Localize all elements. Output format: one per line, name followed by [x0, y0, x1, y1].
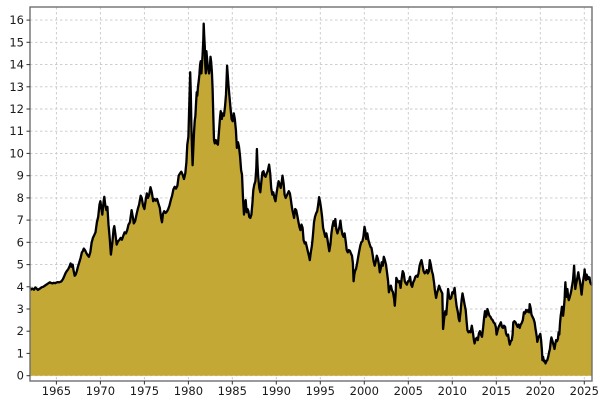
x-tick-label: 2005	[394, 384, 423, 398]
y-tick-label: 1	[17, 346, 24, 360]
x-axis: 1965 1970 1975 1980 1985 1990 1995 2000 2005 2010…	[42, 381, 599, 398]
area-fill	[30, 23, 592, 376]
x-tick-label: 1970	[86, 384, 115, 398]
area-fill-polygon	[30, 23, 592, 376]
y-tick-label: 9	[17, 169, 24, 183]
y-tick-label: 2	[17, 324, 24, 338]
y-tick-label: 15	[9, 35, 24, 49]
y-tick-label: 11	[9, 124, 24, 138]
y-tick-label: 7	[17, 213, 24, 227]
y-tick-label: 12	[9, 102, 24, 116]
y-tick-label: 5	[17, 258, 24, 272]
x-tick-label: 2020	[526, 384, 555, 398]
y-tick-label: 10	[9, 146, 24, 160]
x-tick-label: 1980	[174, 384, 203, 398]
series-line	[29, 22, 593, 365]
y-tick-label: 3	[17, 302, 24, 316]
x-tick-label: 1985	[218, 384, 247, 398]
x-tick-label: 2015	[482, 384, 511, 398]
x-tick-label: 2000	[350, 384, 379, 398]
x-tick-label: 1990	[262, 384, 291, 398]
y-tick-label: 14	[9, 58, 24, 72]
x-tick-label: 1965	[42, 384, 71, 398]
data-line	[29, 22, 593, 365]
x-tick-label: 1995	[306, 384, 335, 398]
y-tick-label: 4	[17, 280, 24, 294]
x-tick-label: 2025	[570, 384, 599, 398]
y-tick-label: 6	[17, 235, 24, 249]
axes-frame	[29, 6, 593, 382]
plot-frame	[29, 6, 593, 382]
y-tick-label: 8	[17, 191, 24, 205]
y-tick-label: 0	[17, 369, 24, 383]
y-tick-label: 16	[9, 13, 24, 27]
y-tick-label: 13	[9, 80, 24, 94]
x-tick-label: 2010	[438, 384, 467, 398]
x-tick-label: 1975	[130, 384, 159, 398]
